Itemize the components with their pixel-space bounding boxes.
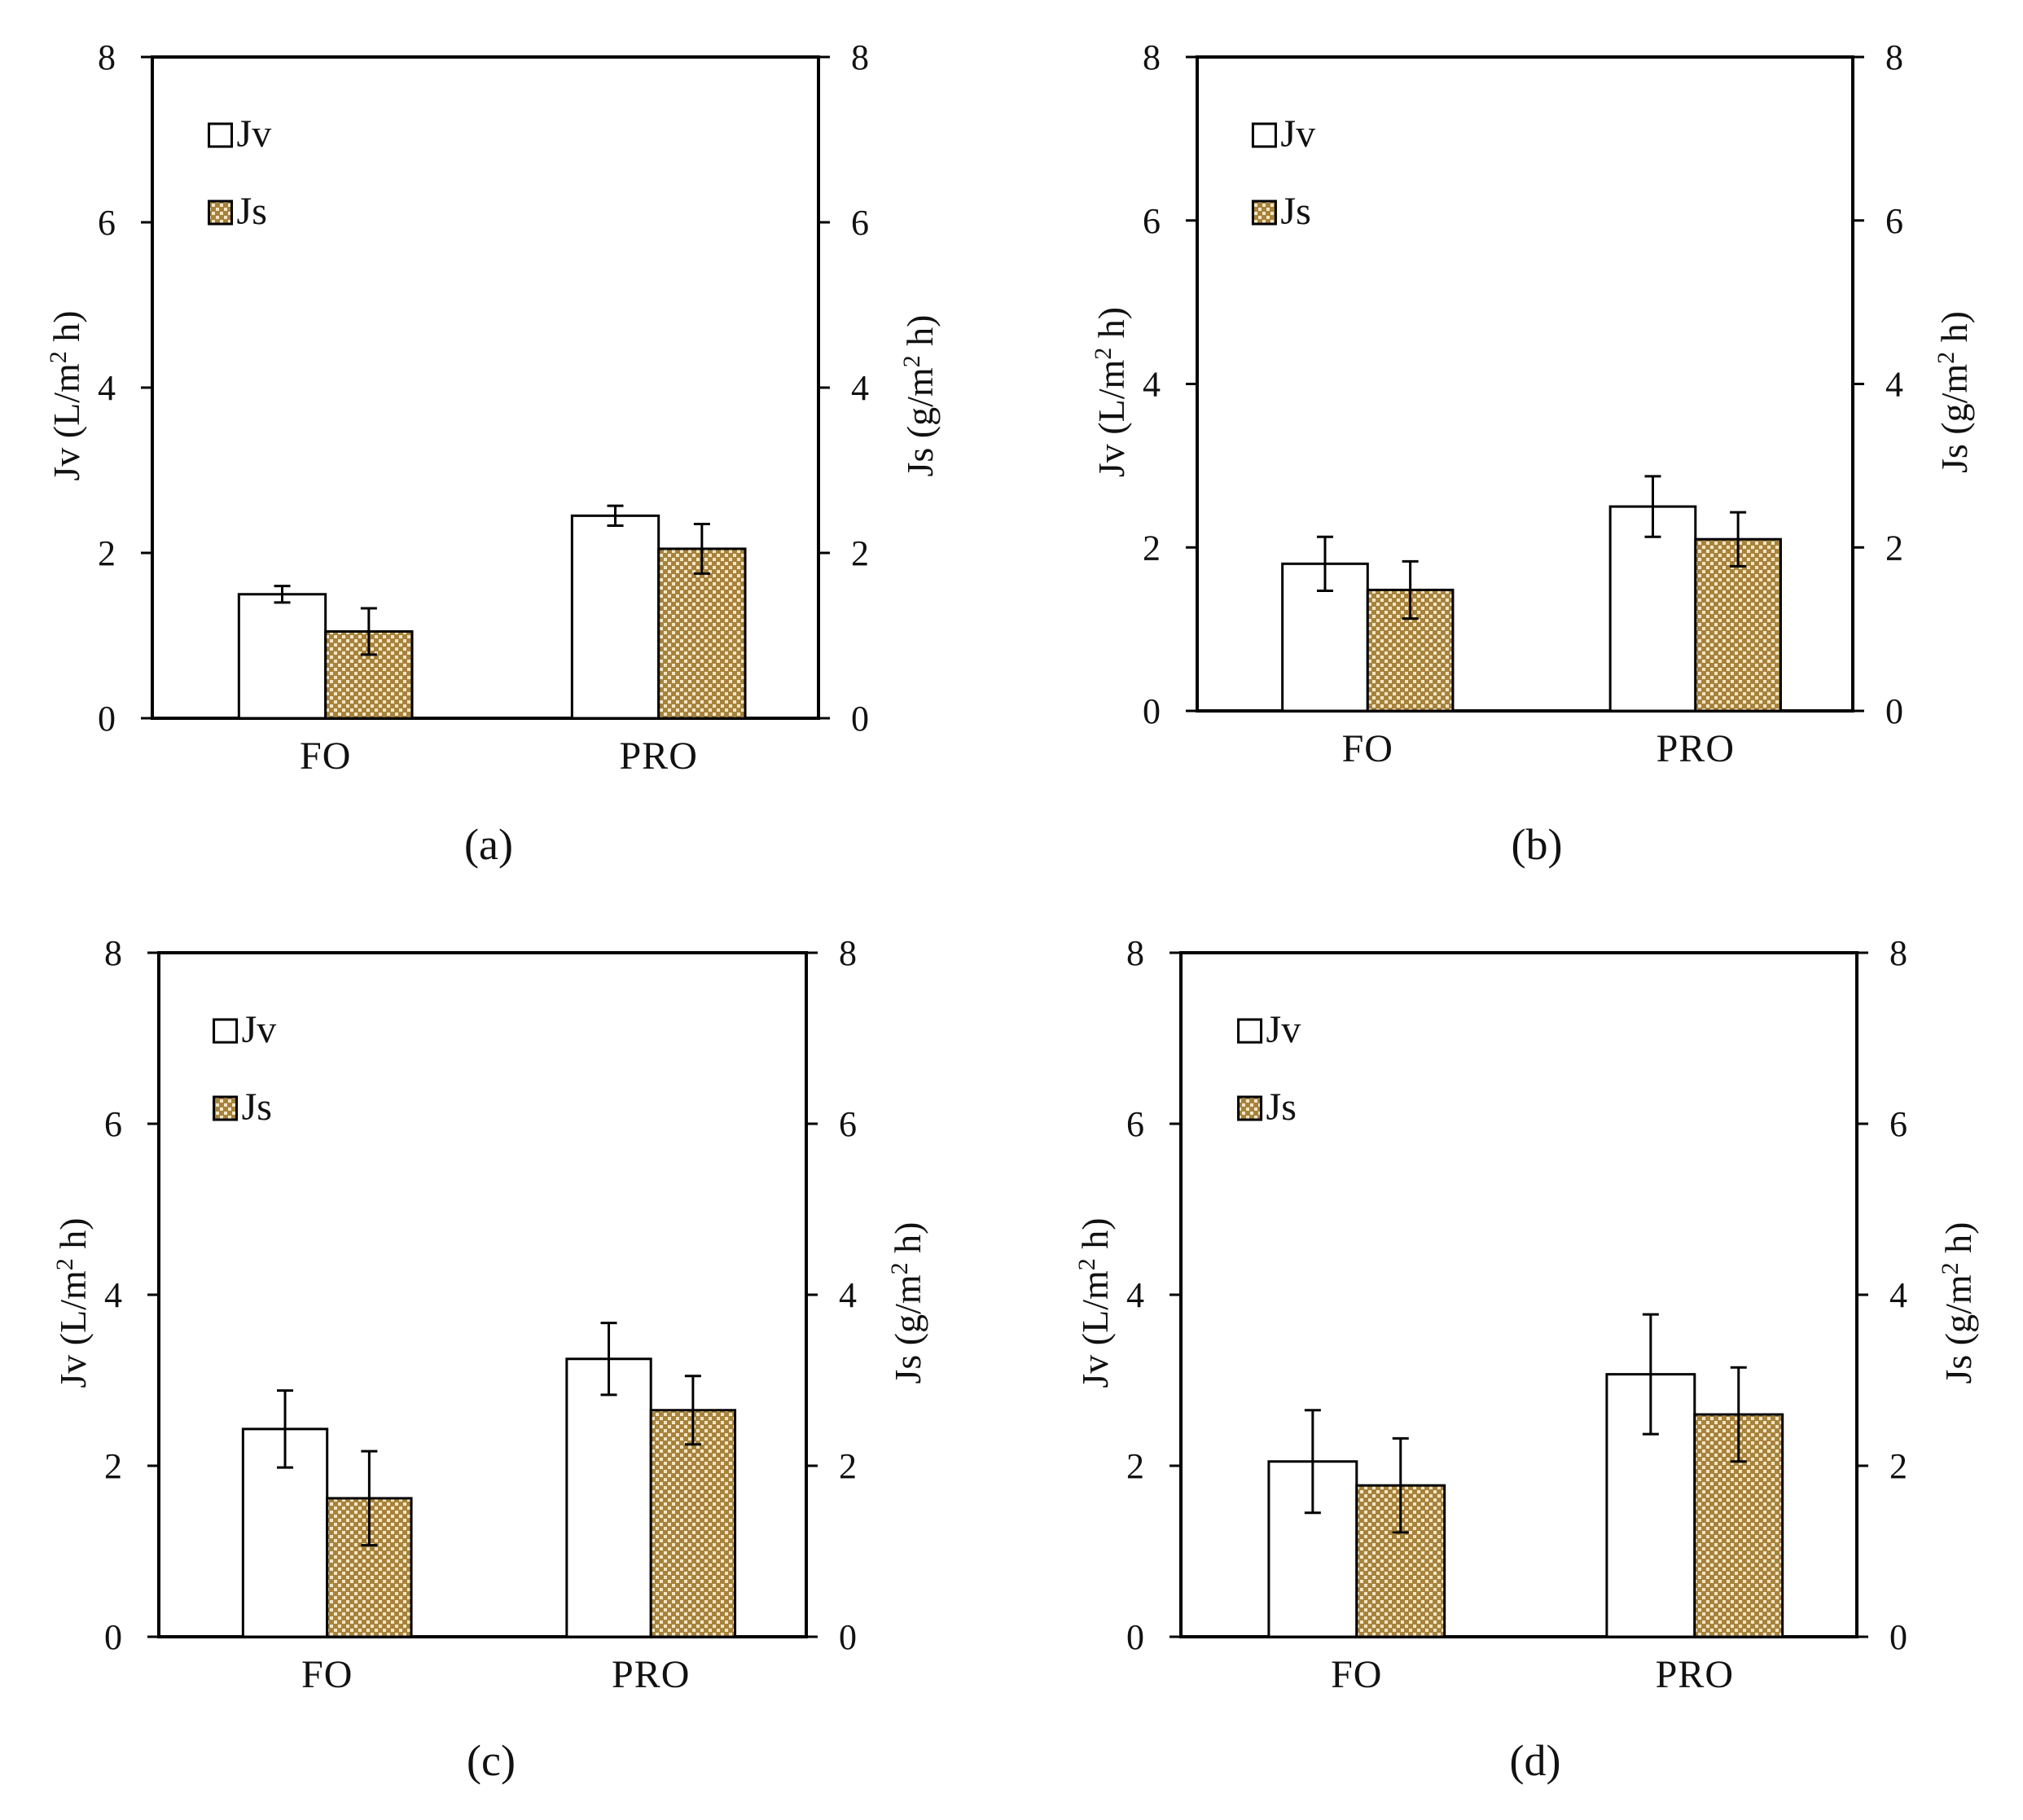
chart-panel-3: 0 0 2 2 4 4 6 6 8 8 Jv (L/m2 h) Js (g/m2 h) FO PRO Jv J…	[51, 933, 929, 1696]
right-tick-label: 0	[1885, 691, 1903, 731]
bar-js-pro	[1694, 537, 1782, 713]
left-tick-label: 8	[104, 933, 122, 973]
left-tick-label: 2	[104, 1446, 122, 1486]
left-tick-label: 0	[1126, 1617, 1144, 1657]
panel-caption-3: (c)	[467, 1736, 516, 1785]
right-tick-label: 8	[1885, 37, 1903, 77]
category-label-fo: FO	[300, 735, 351, 778]
right-axis-title: Js (g/m2 h)	[1937, 1221, 1980, 1384]
left-tick-label: 4	[1126, 1275, 1144, 1315]
right-axis-title: Js (g/m2 h)	[898, 314, 941, 476]
left-tick-label: 0	[104, 1617, 122, 1657]
category-label-pro: PRO	[1657, 727, 1735, 770]
left-tick-label: 2	[1143, 528, 1161, 568]
legend-label-js: Js	[1266, 1085, 1297, 1129]
legend-swatch-jv	[208, 122, 234, 148]
legend-label-jv: Jv	[1280, 112, 1315, 156]
category-label-fo: FO	[1342, 727, 1393, 770]
left-tick-label: 8	[1143, 37, 1161, 77]
right-tick-label: 0	[1889, 1617, 1907, 1657]
panel-caption-1: (a)	[464, 820, 513, 869]
bar-js-pro	[649, 1409, 737, 1638]
right-axis-title: Js (g/m2 h)	[1933, 311, 1976, 473]
category-label-fo: FO	[1331, 1653, 1382, 1696]
category-label-fo: FO	[301, 1653, 353, 1696]
right-tick-label: 2	[1889, 1446, 1907, 1486]
left-tick-label: 2	[98, 533, 116, 573]
right-tick-label: 2	[1885, 528, 1903, 568]
right-tick-label: 2	[851, 533, 869, 573]
left-axis-title: Jv (L/m2 h)	[1073, 1217, 1117, 1388]
bar-jv-fo	[237, 593, 327, 720]
legend-swatch-js	[1237, 1095, 1263, 1121]
right-tick-label: 6	[851, 203, 869, 243]
left-tick-label: 6	[104, 1104, 122, 1144]
chart-panel-2: 0 0 2 2 4 4 6 6 8 8 Jv (L/m2 h) Js (g/m2 h) FO PRO Jv J…	[1090, 37, 1976, 770]
left-tick-label: 4	[1143, 365, 1161, 405]
right-tick-label: 0	[851, 699, 869, 739]
right-tick-label: 6	[839, 1104, 857, 1144]
chart-panel-1: 0 0 2 2 4 4 6 6 8 8 Jv (L/m2 h) Js (g/m2 h) FO PRO Jv J…	[45, 37, 941, 778]
legend-label-js: Js	[237, 190, 267, 233]
right-tick-label: 4	[851, 368, 869, 408]
left-axis-title: Jv (L/m2 h)	[51, 1217, 94, 1388]
left-axis-title: Jv (L/m2 h)	[1090, 307, 1133, 477]
bar-jv-pro	[565, 1357, 652, 1638]
right-tick-label: 6	[1885, 201, 1903, 241]
right-tick-label: 0	[839, 1617, 857, 1657]
left-tick-label: 4	[98, 368, 116, 408]
left-tick-label: 6	[98, 203, 116, 243]
chart-panel-4: 0 0 2 2 4 4 6 6 8 8 Jv (L/m2 h) Js (g/m2 h) FO PRO Jv J…	[1073, 933, 1980, 1696]
left-tick-label: 6	[1143, 201, 1161, 241]
bar-jv-pro	[570, 514, 660, 720]
left-tick-label: 8	[1126, 933, 1144, 973]
left-tick-label: 0	[1143, 691, 1161, 731]
legend-swatch-js	[1251, 200, 1277, 226]
legend-swatch-jv	[1237, 1018, 1263, 1044]
panel-caption-4: (d)	[1510, 1736, 1561, 1785]
left-axis-title: Jv (L/m2 h)	[45, 310, 88, 480]
legend-swatch-jv	[1251, 122, 1277, 148]
left-tick-label: 6	[1126, 1104, 1144, 1144]
panel-caption-2: (b)	[1512, 820, 1563, 869]
left-tick-label: 8	[98, 37, 116, 77]
bar-jv-pro	[1608, 505, 1697, 713]
left-tick-label: 4	[104, 1275, 122, 1315]
right-tick-label: 8	[1889, 933, 1907, 973]
left-tick-label: 0	[98, 699, 116, 739]
category-label-pro: PRO	[1656, 1653, 1734, 1696]
legend-label-jv: Jv	[242, 1008, 277, 1051]
legend-swatch-js	[213, 1095, 239, 1121]
right-tick-label: 4	[1885, 365, 1903, 405]
right-tick-label: 6	[1889, 1104, 1907, 1144]
legend-swatch-js	[208, 200, 234, 226]
legend-label-jv: Jv	[237, 112, 272, 156]
right-tick-label: 2	[839, 1446, 857, 1486]
right-tick-label: 4	[839, 1275, 857, 1315]
right-axis-title: Js (g/m2 h)	[886, 1221, 929, 1384]
left-tick-label: 2	[1126, 1446, 1144, 1486]
legend-label-js: Js	[1280, 190, 1310, 233]
bar-js-fo	[326, 1497, 413, 1638]
legend-label-js: Js	[242, 1085, 272, 1129]
bar-js-pro	[657, 547, 747, 720]
right-tick-label: 8	[851, 37, 869, 77]
legend-swatch-jv	[213, 1018, 239, 1044]
category-label-pro: PRO	[612, 1653, 690, 1696]
right-tick-label: 4	[1889, 1275, 1907, 1315]
category-label-pro: PRO	[619, 735, 697, 778]
legend-label-jv: Jv	[1266, 1008, 1301, 1051]
right-tick-label: 8	[839, 933, 857, 973]
